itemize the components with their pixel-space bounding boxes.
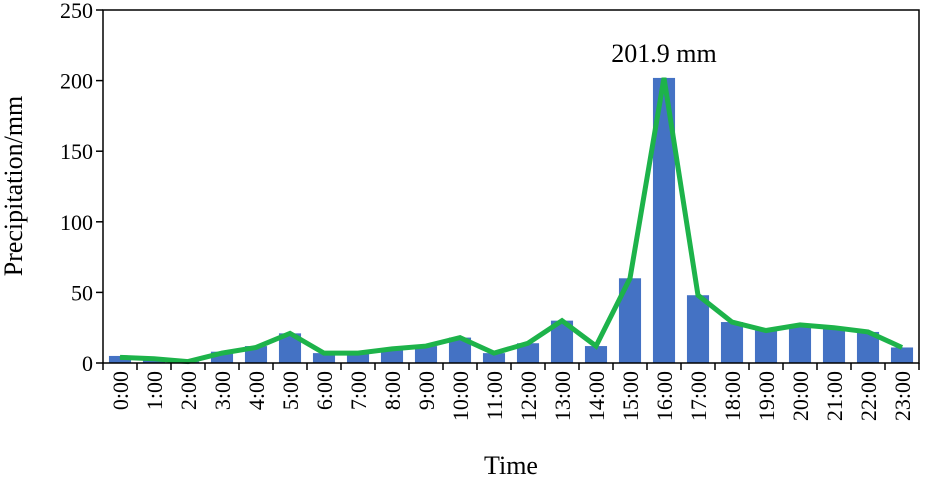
bar-16:00: [652, 77, 676, 364]
line-point-19:00: [765, 330, 767, 332]
y-tick-label: 150: [60, 139, 93, 164]
x-tick-label: 8:00: [380, 371, 405, 410]
x-tick-label: 20:00: [788, 371, 813, 421]
line-point-9:00: [425, 345, 427, 347]
line-point-23:00: [901, 346, 903, 348]
line-point-22:00: [867, 331, 869, 333]
x-tick-label: 15:00: [618, 371, 643, 421]
line-point-6:00: [323, 352, 325, 354]
line-point-16:00: [663, 77, 665, 79]
line-point-13:00: [561, 320, 563, 322]
axes-layer: [102, 9, 920, 364]
bar-15:00: [618, 278, 642, 363]
x-tick-label: 9:00: [414, 371, 439, 410]
x-tick-label: 22:00: [856, 371, 881, 421]
y-tick-label: 200: [60, 69, 93, 94]
peak-annotation: 201.9 mm: [611, 39, 716, 68]
bar-19:00: [754, 330, 778, 363]
y-tick-label: 50: [71, 280, 93, 305]
x-tick-label: 18:00: [720, 371, 745, 421]
bar-21:00: [822, 327, 846, 363]
bar-10:00: [448, 337, 472, 363]
x-tick-label: 0:00: [108, 371, 133, 410]
bar-6:00: [312, 353, 336, 363]
x-tick-label: 10:00: [448, 371, 473, 421]
line-point-7:00: [357, 352, 359, 354]
bar-17:00: [686, 295, 710, 363]
line-point-10:00: [459, 337, 461, 339]
x-tick-label: 1:00: [142, 371, 167, 410]
line-point-15:00: [629, 277, 631, 279]
x-tick-label: 5:00: [278, 371, 303, 410]
bar-18:00: [720, 322, 744, 363]
x-tick-label: 2:00: [176, 371, 201, 410]
line-point-12:00: [527, 342, 529, 344]
line-point-20:00: [799, 324, 801, 326]
line-layer: [119, 77, 904, 365]
bar-7:00: [346, 353, 370, 363]
x-tick-label: 11:00: [482, 371, 507, 420]
line-point-17:00: [697, 294, 699, 296]
bar-3:00: [210, 351, 234, 363]
line-point-5:00: [289, 332, 291, 334]
line-point-0:00: [119, 356, 121, 358]
y-axis-title: Precipitation/mm: [0, 96, 28, 277]
y-ticks: 0 50 100 150 200 250: [60, 0, 103, 376]
x-tick-label: 7:00: [346, 371, 371, 410]
line-point-3:00: [221, 352, 223, 354]
line-point-4:00: [255, 346, 257, 348]
bar-13:00: [550, 320, 574, 363]
bar-9:00: [414, 346, 438, 363]
bar-14:00: [584, 346, 608, 363]
x-tick-label: 12:00: [516, 371, 541, 421]
bar-8:00: [380, 348, 404, 363]
line-point-1:00: [153, 358, 155, 360]
x-tick-label: 21:00: [822, 371, 847, 421]
line-point-21:00: [833, 327, 835, 329]
plot-area-frame: [102, 9, 920, 364]
trend-line: [119, 77, 904, 365]
y-tick-label: 100: [60, 210, 93, 235]
x-ticks: 0:00 1:00 2:00 3:00 4:00 5:00 6:00 7:00 8:00 9:00…: [102, 363, 920, 421]
x-tick-label: 16:00: [652, 371, 677, 421]
bar-23:00: [890, 347, 914, 363]
annotations: 201.9 mm: [611, 39, 716, 68]
x-tick-label: 23:00: [890, 371, 915, 421]
y-tick-label: 250: [60, 0, 93, 23]
line-point-11:00: [493, 352, 495, 354]
x-tick-label: 3:00: [210, 371, 235, 410]
bar-22:00: [856, 331, 880, 363]
line-point-14:00: [595, 345, 597, 347]
x-tick-label: 4:00: [244, 371, 269, 410]
line-point-8:00: [391, 348, 393, 350]
x-tick-label: 17:00: [686, 371, 711, 421]
bar-11:00: [482, 353, 506, 363]
y-tick-label: 0: [82, 351, 93, 376]
bar-5:00: [278, 333, 302, 363]
bar-12:00: [516, 343, 540, 363]
line-point-18:00: [731, 321, 733, 323]
x-tick-label: 13:00: [550, 371, 575, 421]
bar-20:00: [788, 324, 812, 363]
line-point-2:00: [187, 361, 189, 363]
x-tick-label: 19:00: [754, 371, 779, 421]
x-tick-label: 6:00: [312, 371, 337, 410]
x-axis-title: Time: [484, 451, 538, 477]
x-tick-label: 14:00: [584, 371, 609, 421]
bars-layer: [108, 77, 914, 364]
